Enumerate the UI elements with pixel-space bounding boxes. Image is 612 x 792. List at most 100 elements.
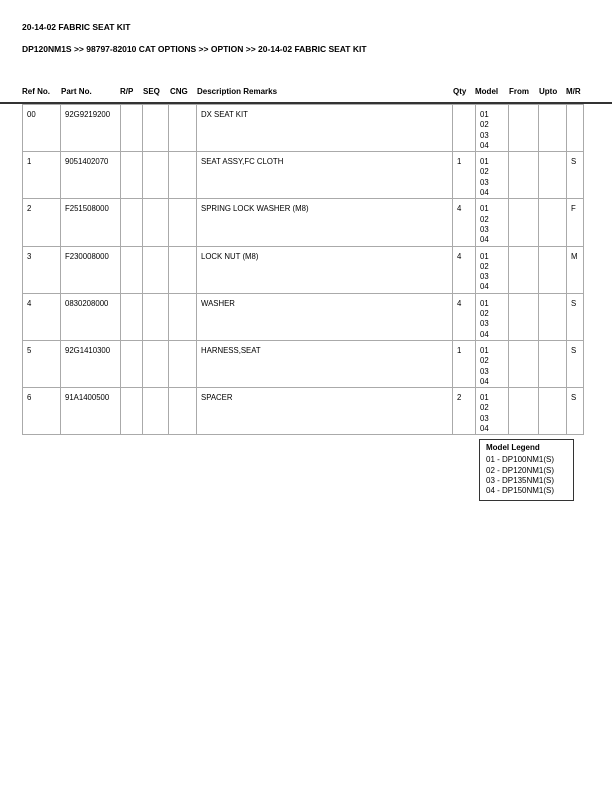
ref-cell: 5 (22, 339, 61, 389)
seq-cell (142, 103, 169, 153)
part-number-cell: 9051402070 (60, 151, 121, 200)
from-cell (508, 245, 539, 294)
mr-cell: F (566, 198, 584, 247)
model-code: 03 (480, 272, 489, 282)
description-cell: DX SEAT KIT (196, 103, 453, 153)
model-legend: Model Legend 01 - DP100NM1(S) 02 - DP120… (479, 439, 574, 502)
col-seq: SEQ (143, 87, 160, 96)
model-cell: 01 02 03 04 (475, 245, 509, 294)
model-code: 03 (480, 319, 489, 329)
from-cell (508, 103, 539, 153)
mr-cell: S (566, 151, 584, 200)
model-code: 02 (480, 214, 489, 224)
table-header: Ref No. Part No. R/P SEQ CNG Description… (0, 87, 612, 104)
col-ref: Ref No. (22, 87, 50, 96)
cng-cell (168, 292, 197, 341)
model-code: 04 (480, 235, 489, 245)
model-code: 02 (480, 403, 489, 413)
rp-cell (120, 387, 143, 436)
model-code: 02 (480, 120, 489, 130)
part-number-cell: 91A1400500 (60, 387, 121, 436)
model-code: 04 (480, 424, 489, 434)
model-code: 02 (480, 167, 489, 177)
model-code: 03 (480, 366, 489, 376)
table-row: 4 0830208000 WASHER 4 01 02 03 04 S (22, 292, 584, 341)
seq-cell (142, 339, 169, 389)
qty-cell: 1 (452, 339, 476, 389)
model-code: 04 (480, 282, 489, 292)
upto-cell (538, 198, 567, 247)
ref-cell: 6 (22, 387, 61, 436)
from-cell (508, 387, 539, 436)
model-code: 03 (480, 413, 489, 423)
seq-cell (142, 198, 169, 247)
table-row: 00 92G9219200 DX SEAT KIT 01 02 03 04 (22, 103, 584, 153)
model-cell: 01 02 03 04 (475, 292, 509, 341)
description-cell: HARNESS,SEAT (196, 339, 453, 389)
upto-cell (538, 245, 567, 294)
seq-cell (142, 387, 169, 436)
parts-table: 00 92G9219200 DX SEAT KIT 01 02 03 04 1 90514020… (22, 103, 584, 436)
model-code: 01 (480, 345, 489, 355)
qty-cell: 4 (452, 245, 476, 294)
ref-cell: 00 (22, 103, 61, 153)
qty-cell: 1 (452, 151, 476, 200)
qty-cell: 4 (452, 292, 476, 341)
col-model: Model (475, 87, 499, 96)
rp-cell (120, 198, 143, 247)
model-code: 04 (480, 376, 489, 386)
table-row: 1 9051402070 SEAT ASSY,FC CLOTH 1 01 02 03 04 S (22, 151, 584, 200)
part-number-cell: F230008000 (60, 245, 121, 294)
mr-cell (566, 103, 584, 153)
col-upto: Upto (539, 87, 558, 96)
model-code: 01 (480, 110, 489, 119)
ref-cell: 3 (22, 245, 61, 294)
col-rp: R/P (120, 87, 134, 96)
col-qty: Qty (453, 87, 467, 96)
part-number-cell: 92G9219200 (60, 103, 121, 153)
legend-item: 04 - DP150NM1(S) (486, 486, 555, 496)
rp-cell (120, 245, 143, 294)
table-row: 5 92G1410300 HARNESS,SEAT 1 01 02 03 04 S (22, 339, 584, 389)
mr-cell: S (566, 339, 584, 389)
model-code: 02 (480, 309, 489, 319)
mr-cell: S (566, 292, 584, 341)
mr-cell: M (566, 245, 584, 294)
description-cell: SEAT ASSY,FC CLOTH (196, 151, 453, 200)
breadcrumb: DP120NM1S >> 98797-82010 CAT OPTIONS >> … (22, 44, 367, 54)
ref-cell: 2 (22, 198, 61, 247)
part-number-cell: 0830208000 (60, 292, 121, 341)
col-cng: CNG (170, 87, 188, 96)
table-row: 2 F251508000 SPRING LOCK WASHER (M8) 4 01 02 0… (22, 198, 584, 247)
qty-cell: 2 (452, 387, 476, 436)
model-cell: 01 02 03 04 (475, 387, 509, 436)
model-code: 01 (480, 204, 489, 214)
page-title: 20-14-02 FABRIC SEAT KIT (22, 22, 131, 32)
upto-cell (538, 103, 567, 153)
cng-cell (168, 198, 197, 247)
cng-cell (168, 387, 197, 436)
seq-cell (142, 151, 169, 200)
from-cell (508, 339, 539, 389)
from-cell (508, 151, 539, 200)
description-cell: LOCK NUT (M8) (196, 245, 453, 294)
upto-cell (538, 339, 567, 389)
qty-cell: 4 (452, 198, 476, 247)
model-code: 04 (480, 188, 489, 198)
rp-cell (120, 339, 143, 389)
qty-cell (452, 103, 476, 153)
legend-item: 02 - DP120NM1(S) (486, 465, 555, 475)
part-number-cell: F251508000 (60, 198, 121, 247)
model-cell: 01 02 03 04 (475, 103, 509, 153)
col-from: From (509, 87, 529, 96)
ref-cell: 1 (22, 151, 61, 200)
from-cell (508, 198, 539, 247)
model-code: 01 (480, 251, 489, 261)
legend-item: 03 - DP135NM1(S) (486, 475, 555, 485)
cng-cell (168, 245, 197, 294)
upto-cell (538, 292, 567, 341)
mr-cell: S (566, 387, 584, 436)
rp-cell (120, 151, 143, 200)
model-code: 03 (480, 130, 489, 140)
